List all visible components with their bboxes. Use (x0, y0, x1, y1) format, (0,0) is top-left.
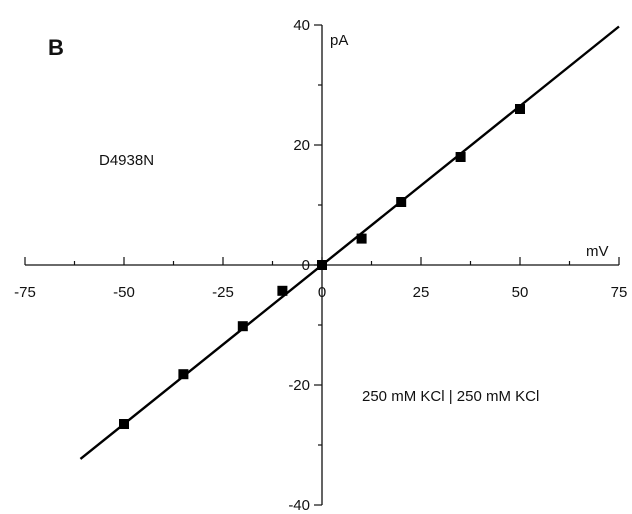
x-tick-label: -50 (113, 284, 135, 301)
solution-label: 250 mM KCl | 250 mM KCl (362, 388, 539, 405)
y-tick-label: 40 (293, 17, 310, 34)
axes: -75 -50 -25 0 25 50 75 -40 -20 0 20 40 (14, 17, 627, 514)
data-point (455, 152, 466, 162)
data-point (515, 104, 525, 114)
x-tick-label: -75 (14, 284, 36, 301)
y-tick-label: 0 (302, 257, 310, 274)
y-tick-label: -20 (288, 377, 310, 394)
data-points (119, 104, 525, 429)
y-axis-unit: pA (330, 32, 348, 49)
panel-label: B (48, 35, 64, 60)
x-tick-label: 75 (611, 284, 628, 301)
data-point (356, 233, 367, 244)
data-point (119, 419, 129, 429)
x-tick-label: -25 (212, 284, 234, 301)
x-tick-label: 50 (512, 284, 529, 301)
x-tick-label: 25 (413, 284, 430, 301)
data-point (317, 260, 327, 270)
x-axis-unit: mV (586, 243, 609, 260)
data-point (277, 285, 288, 296)
data-point (178, 369, 189, 380)
y-tick-label: 20 (293, 137, 310, 154)
mutant-label: D4938N (99, 152, 154, 169)
fit-line (79, 25, 620, 460)
x-tick-label: 0 (318, 284, 326, 301)
y-tick-label: -40 (288, 497, 310, 514)
fit-line-group (79, 25, 620, 460)
data-point (396, 197, 407, 207)
data-point (237, 321, 248, 332)
